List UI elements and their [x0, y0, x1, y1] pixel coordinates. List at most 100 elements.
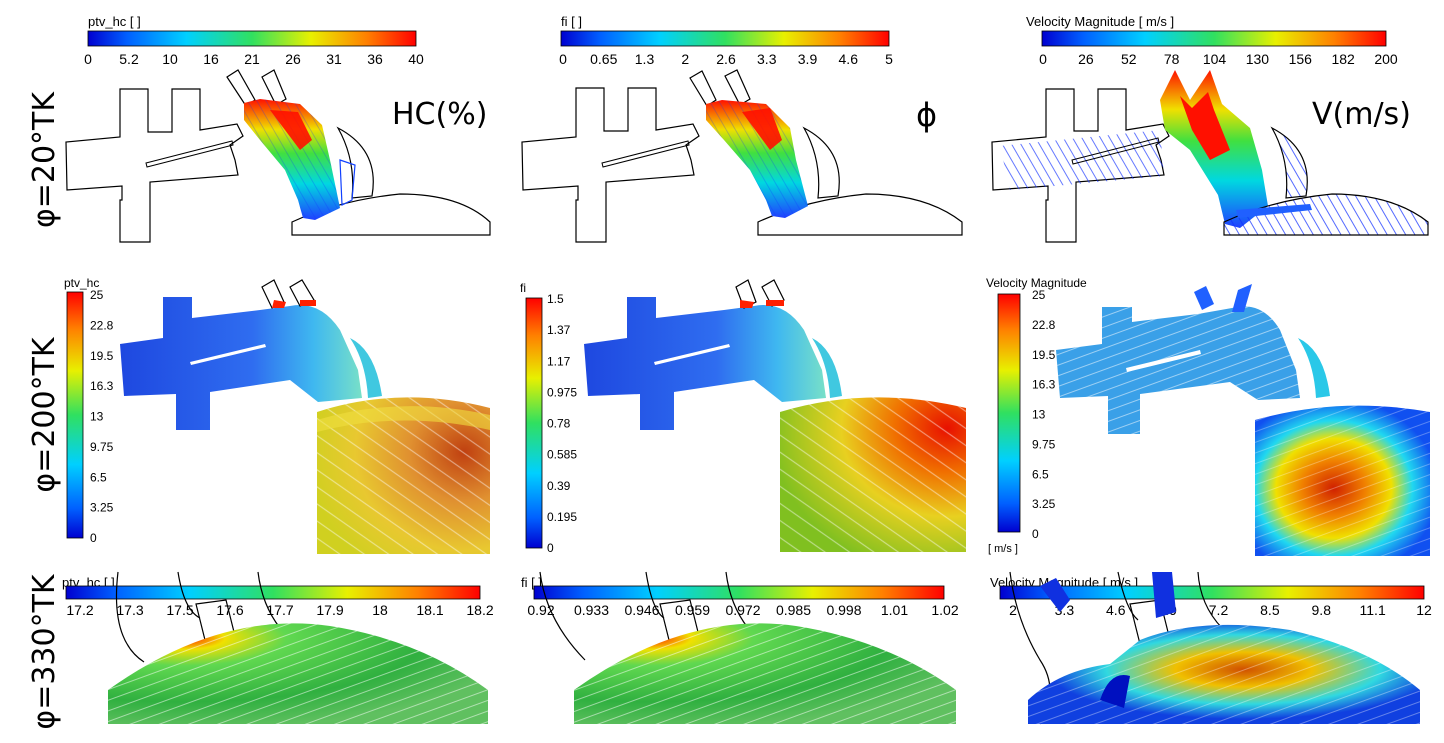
colorbar-tick-label: 10 — [162, 51, 178, 67]
colorbar-tick-label: 16 — [203, 51, 219, 67]
colorbar-tick-label: 0.946 — [624, 602, 659, 618]
colorbar-tick-label: 0.985 — [776, 602, 811, 618]
row-label-1: φ=20°TK — [27, 91, 62, 228]
colorbar-tick-label: 0 — [559, 51, 567, 67]
colorbar-tick-label: 17.6 — [216, 602, 243, 618]
colorbar-tick-label: 1.5 — [547, 292, 564, 306]
colorbar-r2-velocity: Velocity Magnitude 25 22.8 19.5 16.3 13 9.75 6… — [986, 276, 1087, 555]
panel-r1-velocity — [991, 70, 1429, 243]
colorbar-tick-label: 0.195 — [547, 510, 577, 524]
colorbar-tick-label: 5.2 — [119, 51, 139, 67]
colorbar-tick-label: 13 — [1032, 408, 1046, 422]
colorbar-tick-label: 17.2 — [66, 602, 93, 618]
colorbar-tick-label: 8.5 — [1260, 602, 1280, 618]
colorbar-tick-label: 130 — [1246, 51, 1270, 67]
colorbar-tick-label: 21 — [244, 51, 260, 67]
colorbar-tick-label: 4.6 — [839, 51, 859, 67]
colorbar-tick-label: 19.5 — [90, 349, 114, 363]
colorbar-tick-label: 31 — [326, 51, 342, 67]
colorbar-r1-velocity: Velocity Magnitude [ m/s ] 0 26 52 78 104 130… — [1026, 14, 1398, 67]
colorbar-tick-label: 25 — [1032, 288, 1046, 302]
colorbar-tick-label: 40 — [408, 51, 424, 67]
panel-r3-fi — [539, 571, 956, 724]
colorbar-tick-label: 0.975 — [547, 385, 577, 399]
colorbar-tick-label: 0.933 — [574, 602, 609, 618]
panel-r1-fi — [521, 69, 963, 243]
row-label-3: φ=330°TK — [27, 573, 62, 730]
colorbar-tick-label: 2 — [1009, 602, 1017, 618]
colorbar-tick-label: 0.972 — [725, 602, 760, 618]
colorbar-tick-label: 12 — [1416, 602, 1432, 618]
colorbar-tick-label: 0 — [90, 531, 97, 545]
colorbar-tick-label: 1.37 — [547, 323, 571, 337]
colorbar-tick-label: 0 — [1039, 51, 1047, 67]
colorbar-tick-label: 200 — [1374, 51, 1398, 67]
colorbar-tick-label: 2.6 — [716, 51, 736, 67]
colorbar-tick-label: 182 — [1331, 51, 1355, 67]
colorbar-tick-label: 17.3 — [116, 602, 143, 618]
colorbar-tick-label: 0.998 — [826, 602, 861, 618]
colorbar-tick-label: 6.5 — [90, 470, 107, 484]
colorbar-tick-label: 19.5 — [1032, 348, 1056, 362]
colorbar-tick-label: 156 — [1289, 51, 1313, 67]
colorbar-r1-fi: fi [ ] 0 0.65 1.3 2 2.6 3.3 3.9 4.6 5 — [559, 14, 893, 67]
colorbar-tick-label: 0 — [547, 541, 554, 555]
colorbar-tick-label: 3.25 — [90, 501, 114, 515]
colorbar-title: fi — [520, 281, 526, 295]
colorbar-tick-label: 11.1 — [1360, 602, 1386, 618]
colorbar-tick-label: 52 — [1121, 51, 1137, 67]
colorbar-tick-label: 0 — [1032, 527, 1039, 541]
colorbar-tick-label: 0.65 — [590, 51, 617, 67]
colorbar-tick-label: 22.8 — [1032, 318, 1056, 332]
colorbar-tick-label: 1.17 — [547, 354, 571, 368]
colorbar-tick-label: 26 — [1078, 51, 1094, 67]
colorbar-tick-label: 104 — [1203, 51, 1227, 67]
colorbar-tick-label: 22.8 — [90, 318, 114, 332]
colorbar-tick-label: 17.5 — [166, 602, 193, 618]
colorbar-tick-label: 0.92 — [527, 602, 554, 618]
colorbar-tick-label: 5 — [885, 51, 893, 67]
colorbar-tick-label: 25 — [90, 288, 104, 302]
colorbar-tick-label: 2 — [681, 51, 689, 67]
colorbar-title: fi [ ] — [561, 14, 582, 29]
colorbar-tick-label: 18 — [372, 602, 388, 618]
panel-r3-hc — [108, 571, 488, 724]
colorbar-tick-label: 0.78 — [547, 417, 571, 431]
colorbar-tick-label: 9.8 — [1312, 602, 1332, 618]
colorbar-tick-label: 18.1 — [416, 602, 443, 618]
panel-r2-velocity — [1056, 284, 1430, 556]
colorbar-r2-hc: ptv_hc 25 22.8 19.5 16.3 13 9.75 6.5 3.25 0 — [64, 276, 114, 545]
colorbar-tick-label: 1.3 — [635, 51, 655, 67]
colorbar-tick-label: 0.39 — [547, 479, 571, 493]
colorbar-tick-label: 4.6 — [1106, 602, 1126, 618]
colorbar-r2-fi: fi 1.5 1.37 1.17 0.975 0.78 0.585 0.39 0.195 0 — [520, 281, 577, 555]
colorbar-tick-label: 0.585 — [547, 448, 577, 462]
colorbar-tick-label: 3.25 — [1032, 497, 1056, 511]
colorbar-title: Velocity Magnitude — [986, 276, 1087, 290]
colorbar-title: Velocity Magnitude [ m/s ] — [1026, 14, 1174, 29]
column-label-phi: ϕ — [916, 96, 937, 134]
colorbar-tick-label: 16.3 — [1032, 378, 1056, 392]
colorbar-tick-label: 9.75 — [1032, 437, 1056, 451]
colorbar-tick-label: 13 — [90, 410, 104, 424]
colorbar-tick-label: 1.02 — [931, 602, 958, 618]
colorbar-title: ptv_hc [ ] — [88, 14, 141, 29]
colorbar-tick-label: 3.3 — [757, 51, 777, 67]
colorbar-r3-hc: ptv_hc [ ] 17.2 17.3 17.5 17.6 17.7 17.9 18 18.… — [62, 575, 494, 618]
panel-r1-hc — [65, 69, 491, 243]
panel-r3-velocity — [1009, 571, 1420, 725]
panel-r2-fi — [584, 279, 966, 552]
colorbar-tick-label: 18.2 — [466, 602, 493, 618]
colorbar-tick-label: 0 — [84, 51, 92, 67]
column-label-velocity: V(m/s) — [1312, 97, 1411, 132]
colorbar-tick-label: 26 — [285, 51, 301, 67]
panel-r2-hc — [120, 279, 490, 554]
colorbar-tick-label: 1.01 — [881, 602, 908, 618]
colorbar-r1-hc: ptv_hc [ ] 0 5.2 10 16 21 26 31 36 40 — [84, 14, 424, 67]
colorbar-tick-label: 7.2 — [1209, 602, 1229, 618]
row-label-2: φ=200°TK — [27, 336, 62, 493]
colorbar-tick-label: 36 — [367, 51, 383, 67]
colorbar-r3-fi: fi [ ] 0.92 0.933 0.946 0.959 0.972 0.985 0.99… — [521, 575, 959, 618]
colorbar-tick-label: 78 — [1164, 51, 1180, 67]
